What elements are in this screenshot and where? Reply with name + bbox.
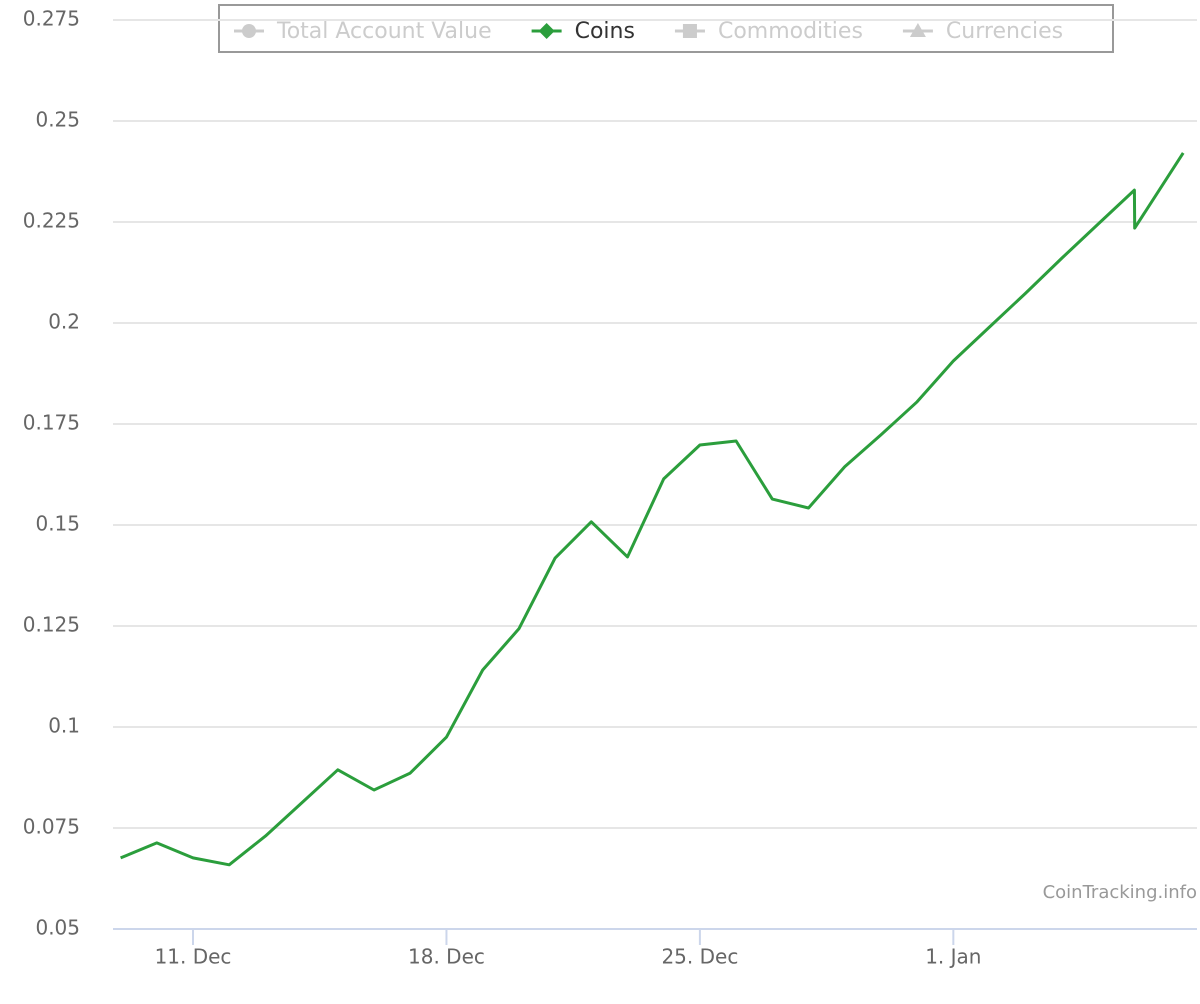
legend-label[interactable]: Commodities <box>718 19 863 44</box>
y-tick-label: 0.25 <box>35 108 80 132</box>
legend-label[interactable]: Currencies <box>946 19 1063 44</box>
x-tick-label: 11. Dec <box>155 945 232 969</box>
y-tick-label: 0.05 <box>35 916 80 940</box>
y-tick-label: 0.125 <box>23 613 80 637</box>
legend-box <box>218 4 1114 53</box>
legend-marker[interactable] <box>242 24 256 38</box>
legend-marker[interactable] <box>682 24 697 38</box>
y-tick-label: 0.2 <box>48 310 80 334</box>
y-tick-label: 0.225 <box>23 209 80 233</box>
legend-label[interactable]: Coins <box>575 19 635 44</box>
legend-marker[interactable] <box>909 23 926 37</box>
y-tick-label: 0.075 <box>23 815 80 839</box>
legend-marker[interactable] <box>538 23 555 39</box>
x-tick-label: 18. Dec <box>408 945 485 969</box>
data-line <box>120 152 1185 867</box>
y-tick-label: 0.175 <box>23 411 80 435</box>
credits: CoinTracking.info <box>1043 882 1197 903</box>
x-tick-label: 25. Dec <box>661 945 738 969</box>
y-tick-label: 0.275 <box>23 7 80 31</box>
y-tick-label: 0.1 <box>48 714 80 738</box>
x-tick-label: 1. Jan <box>925 945 981 969</box>
legend-label[interactable]: Total Account Value <box>276 19 492 44</box>
y-tick-label: 0.15 <box>35 512 80 536</box>
